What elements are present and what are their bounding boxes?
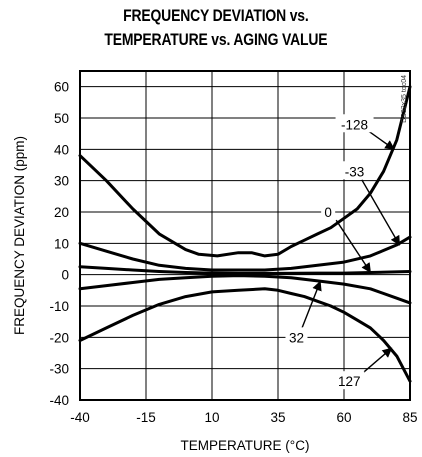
series-line--128 (78, 85, 412, 258)
x-tick-label: -15 (136, 410, 156, 425)
curve-label-arrow (359, 347, 393, 376)
x-tick-label: 35 (270, 410, 285, 425)
y-tick-label: -10 (49, 299, 69, 314)
curve-labels: -128 -33 0 32 127 (285, 114, 401, 390)
curve-label-bg (334, 371, 365, 390)
curve-label: -128 (341, 117, 368, 132)
watermark-text: DS32x35 toc04 (401, 75, 408, 123)
x-tick-label: -40 (70, 410, 90, 425)
curve-label: 127 (338, 374, 361, 389)
y-tick-label: 50 (54, 111, 69, 126)
series-line-127 (78, 287, 412, 383)
series-lines (78, 85, 412, 383)
curve-label: 32 (289, 330, 304, 345)
y-tick-label: 40 (54, 142, 69, 157)
series-line--33 (78, 235, 412, 272)
plot-frame (79, 70, 411, 401)
series-line-32 (78, 274, 412, 305)
curve-label-bg (321, 202, 336, 220)
curve-label: 0 (324, 205, 332, 220)
curve-label-arrow (365, 129, 395, 150)
curve-label: -33 (345, 164, 365, 179)
y-axis-label: FREQUENCY DEVIATION (ppm) (12, 136, 27, 335)
chart-title-line-1: FREQUENCY DEVIATION vs. (123, 6, 309, 25)
y-tick-label: 60 (54, 80, 69, 95)
curve-label-arrow (361, 179, 401, 246)
y-tick-label: 20 (54, 205, 69, 220)
x-axis-label: TEMPERATURE (°C) (181, 438, 310, 453)
chart-title-line-2: TEMPERATURE vs. AGING VALUE (104, 30, 328, 49)
y-tick-label: 30 (54, 174, 69, 189)
curve-label-arrow (301, 280, 322, 329)
curve-label-bg (285, 327, 308, 346)
x-tick-label: 60 (336, 410, 351, 425)
y-tick-label: -20 (49, 330, 69, 345)
curve-label-arrow (335, 219, 371, 273)
x-tick-label: 10 (204, 410, 219, 425)
y-tick-label: -30 (49, 362, 69, 377)
y-tick-label: 10 (54, 236, 69, 251)
y-tick-label: -40 (49, 393, 69, 408)
curve-label-bg (335, 114, 374, 133)
y-tick-label: 0 (61, 268, 69, 283)
x-tick-label: 85 (402, 410, 417, 425)
axes: -40 -15 10 35 60 85 -40 -30 -20 -10 0 10 20 30 40 50 60 T… (12, 70, 418, 453)
series-line-0 (78, 265, 412, 275)
curve-label-bg (339, 161, 370, 180)
